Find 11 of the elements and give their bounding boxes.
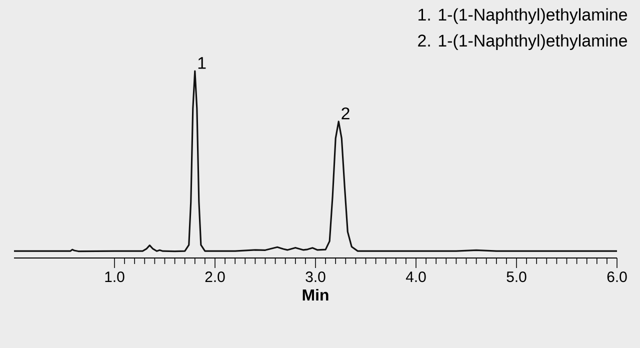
x-tick-label: 4.0 xyxy=(406,272,426,282)
text: 1. 1-(1-Naphthyl)ethylamine xyxy=(418,8,628,24)
x-tick-label: 2.0 xyxy=(205,272,225,282)
text: 2. 1-(1-Naphthyl)ethylamine xyxy=(418,34,628,50)
annotation: 2 xyxy=(342,107,350,120)
x-tick-label: 1.0 xyxy=(105,272,124,282)
x-tick-label: 3.0 xyxy=(306,272,326,282)
x-axis-title: Min xyxy=(302,288,328,300)
x-tick-label: 5.0 xyxy=(506,272,526,282)
x-tick-label: 6.0 xyxy=(607,272,627,282)
annotation: 1 xyxy=(198,57,206,69)
